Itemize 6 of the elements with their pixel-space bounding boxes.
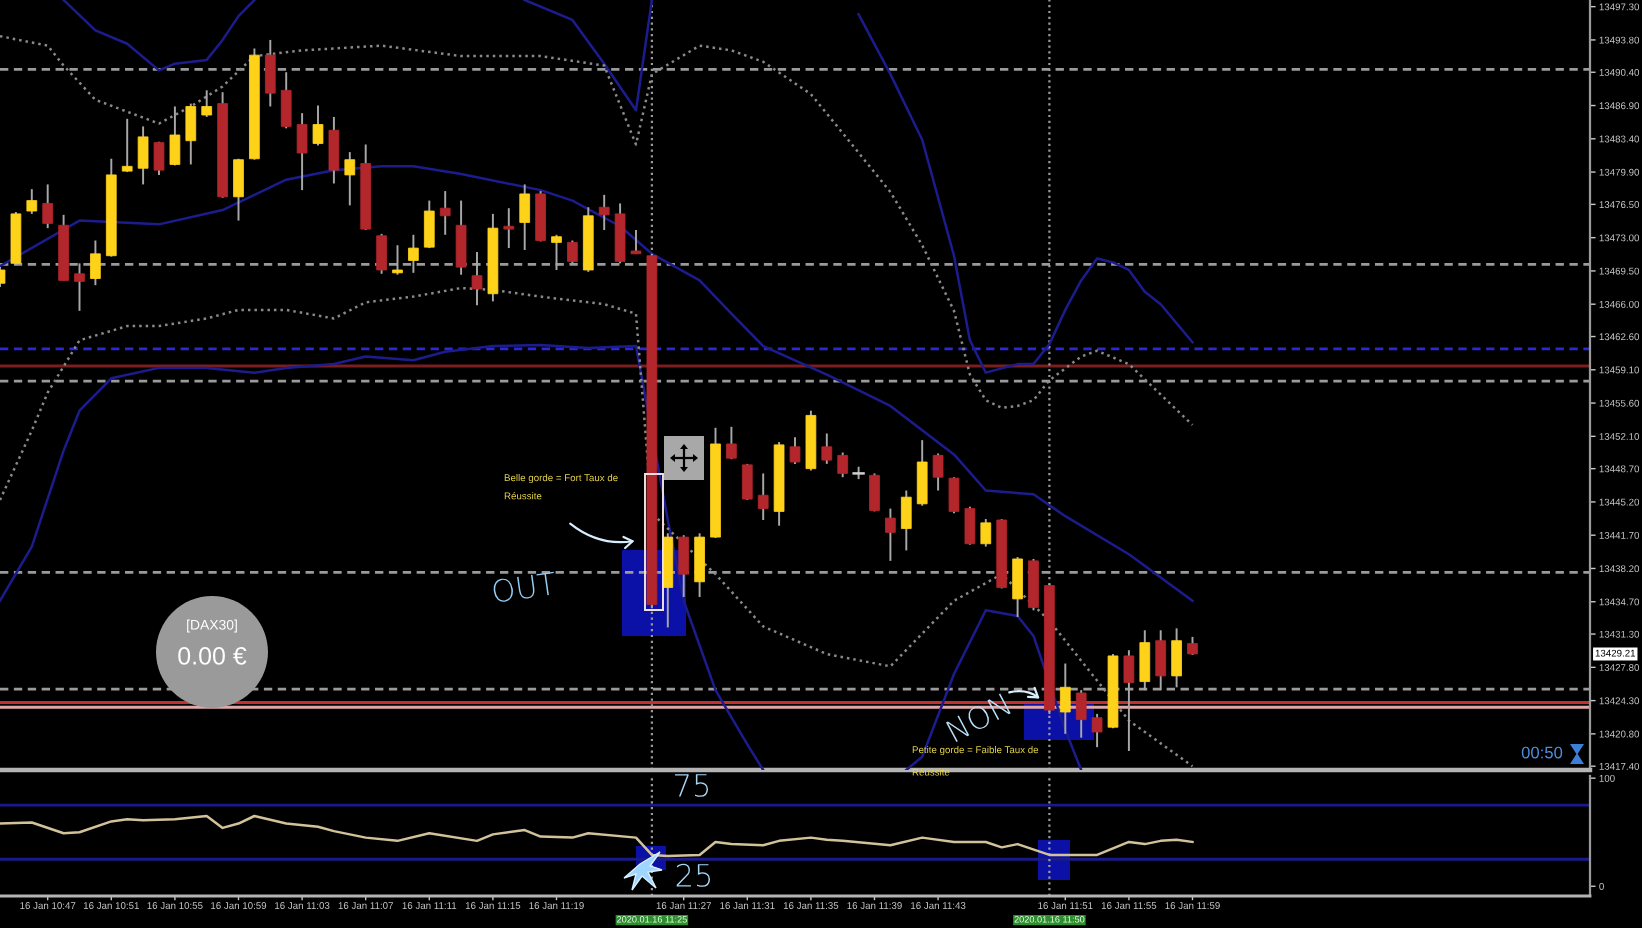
annotation: 25 bbox=[676, 863, 711, 887]
annotation: NON bbox=[945, 693, 1011, 743]
annotation: 75 bbox=[675, 774, 709, 797]
annotation: 00:50 bbox=[1521, 746, 1563, 759]
annotation: OUT bbox=[492, 571, 557, 603]
annotation: 0.00 € bbox=[178, 647, 247, 665]
